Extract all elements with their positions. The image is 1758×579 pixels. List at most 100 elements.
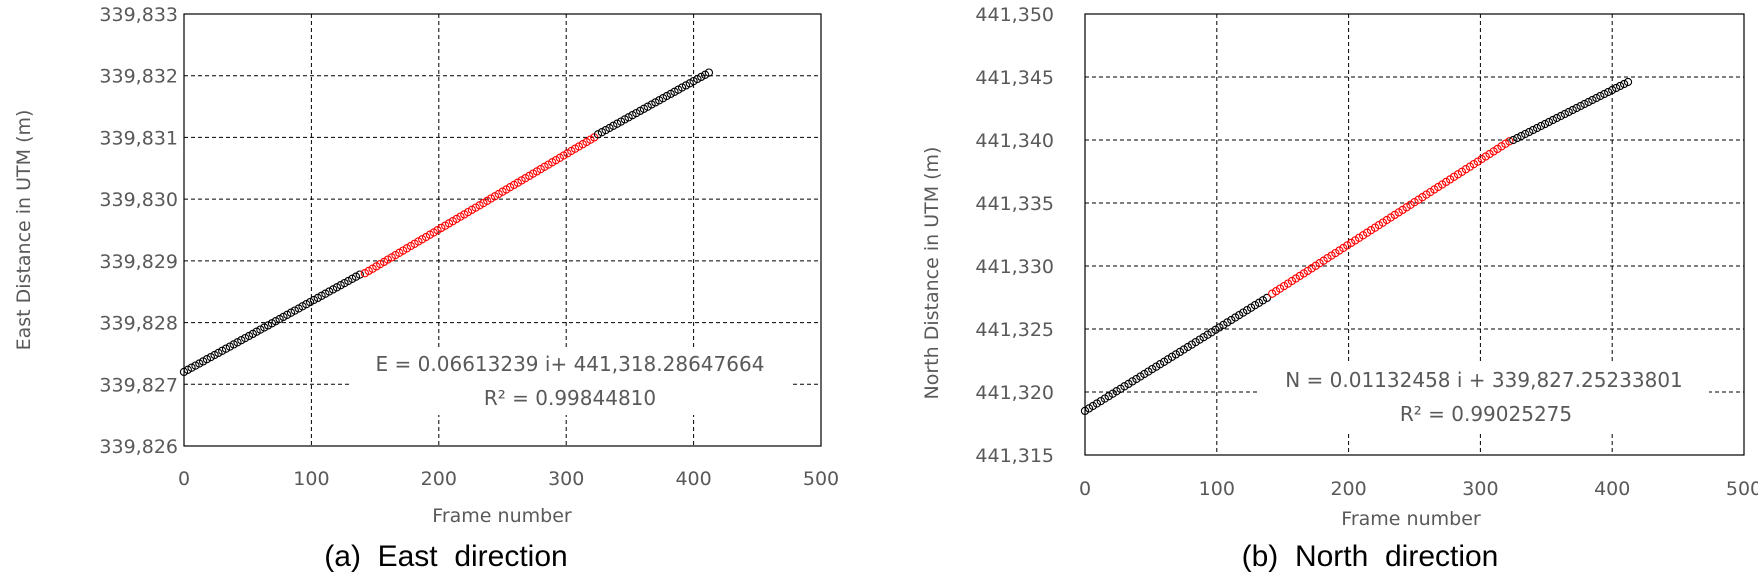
- data-point: [1548, 115, 1558, 125]
- y-tick-label: 441,350: [975, 4, 1054, 26]
- data-point: [1588, 95, 1597, 105]
- data-point: [1584, 97, 1593, 107]
- x-tick-label: 100: [1199, 478, 1235, 500]
- x-tick-label: 500: [1726, 478, 1758, 500]
- regression-equation: N = 0.01132458 i + 339,827.25233801: [1285, 368, 1683, 392]
- data-point: [697, 72, 706, 82]
- data-point: [1596, 91, 1605, 101]
- data-point: [1564, 107, 1573, 117]
- data-point: [1120, 382, 1129, 391]
- y-tick-label: 441,340: [975, 130, 1054, 152]
- x-tick-label: 500: [803, 468, 839, 490]
- y-tick-label: 441,325: [975, 319, 1054, 341]
- data-point: [1262, 293, 1272, 303]
- data-point: [1528, 125, 1538, 135]
- r-squared-label: R² = 0.99025275: [1400, 402, 1572, 426]
- data-point: [1532, 123, 1542, 133]
- data-point: [1612, 83, 1621, 93]
- x-tick-label: 300: [1462, 478, 1498, 500]
- data-point: [1183, 342, 1192, 352]
- x-tick-label: 400: [1594, 478, 1630, 500]
- y-axis-label: North Distance in UTM (m): [921, 147, 943, 400]
- x-tick-label: 0: [178, 468, 190, 490]
- equation-background: [1259, 363, 1709, 431]
- data-point: [256, 325, 265, 334]
- x-tick-label: 100: [293, 468, 329, 490]
- data-point: [1572, 103, 1581, 113]
- data-point: [1604, 87, 1613, 97]
- plot-area-frame: [183, 13, 822, 447]
- x-tick-label: 0: [1079, 478, 1091, 500]
- data-point: [1250, 301, 1260, 310]
- data-point: [1128, 377, 1137, 386]
- data-point: [187, 363, 196, 372]
- data-point: [1592, 93, 1601, 103]
- y-tick-label: 339,826: [99, 436, 178, 458]
- regression-equation: E = 0.06613239 i+ 441,318.28647664: [376, 352, 765, 376]
- data-point: [355, 270, 364, 279]
- x-axis-label: Frame number: [432, 505, 572, 527]
- data-point: [593, 130, 603, 139]
- y-axis-label: East Distance in UTM (m): [13, 110, 35, 351]
- y-tick-label: 441,345: [975, 67, 1054, 89]
- y-tick-label: 339,831: [99, 127, 178, 149]
- data-point: [1576, 101, 1585, 111]
- data-point: [309, 295, 319, 305]
- y-tick-label: 441,320: [975, 382, 1054, 404]
- data-point: [1509, 135, 1518, 145]
- chart-north: N = 0.01132458 i + 339,827.25233801 R² = …: [921, 4, 1758, 573]
- y-tick-label: 441,315: [975, 445, 1054, 467]
- data-point: [1560, 109, 1569, 119]
- x-tick-label: 400: [675, 468, 711, 490]
- data-point: [1140, 369, 1149, 379]
- r-squared-label: R² = 0.99844810: [484, 386, 656, 410]
- data-point: [1521, 129, 1530, 139]
- y-tick-label: 339,828: [99, 313, 178, 335]
- data-point: [1258, 296, 1268, 305]
- x-tick-label: 200: [421, 468, 457, 490]
- data-point: [1544, 117, 1554, 127]
- data-point: [1525, 127, 1534, 137]
- data-point: [1540, 119, 1550, 129]
- data-point: [662, 91, 671, 101]
- data-point: [1505, 137, 1514, 146]
- data-point: [677, 83, 687, 92]
- data-point: [290, 306, 299, 315]
- data-point: [1568, 105, 1577, 115]
- y-tick-label: 339,830: [99, 189, 178, 211]
- x-tick-label: 200: [1330, 478, 1366, 500]
- plot-area-frame: [1084, 13, 1745, 456]
- data-point: [202, 355, 212, 364]
- y-tick-label: 339,827: [99, 374, 178, 396]
- y-tick-label: 339,832: [99, 66, 178, 88]
- data-point: [325, 287, 334, 296]
- data-point: [1223, 318, 1232, 327]
- data-point: [1536, 121, 1546, 131]
- data-point: [1517, 131, 1526, 141]
- data-point: [609, 121, 618, 130]
- data-point: [1615, 81, 1625, 91]
- data-point: [221, 344, 231, 353]
- equation-background: [350, 347, 790, 415]
- data-point: [1600, 89, 1609, 99]
- data-point: [1623, 77, 1633, 87]
- data-point: [1608, 85, 1617, 95]
- y-tick-label: 339,833: [99, 4, 178, 26]
- data-point: [237, 336, 246, 345]
- figure-caption: (b) North direction: [1242, 540, 1499, 573]
- data-point: [1556, 111, 1565, 121]
- data-point: [1513, 133, 1522, 143]
- data-point: [628, 111, 637, 120]
- y-tick-label: 441,335: [975, 193, 1054, 215]
- chart-east: E = 0.06613239 i+ 441,318.28647664 R² = 0…: [13, 4, 839, 573]
- figure-caption: (a) East direction: [324, 540, 567, 573]
- x-axis-label: Frame number: [1341, 508, 1481, 530]
- data-point: [1552, 113, 1561, 123]
- data-point: [1580, 99, 1589, 109]
- data-point: [1155, 360, 1165, 369]
- data-point: [1112, 387, 1121, 396]
- y-tick-label: 441,330: [975, 256, 1054, 278]
- data-point: [1148, 364, 1157, 374]
- data-point: [1619, 79, 1629, 89]
